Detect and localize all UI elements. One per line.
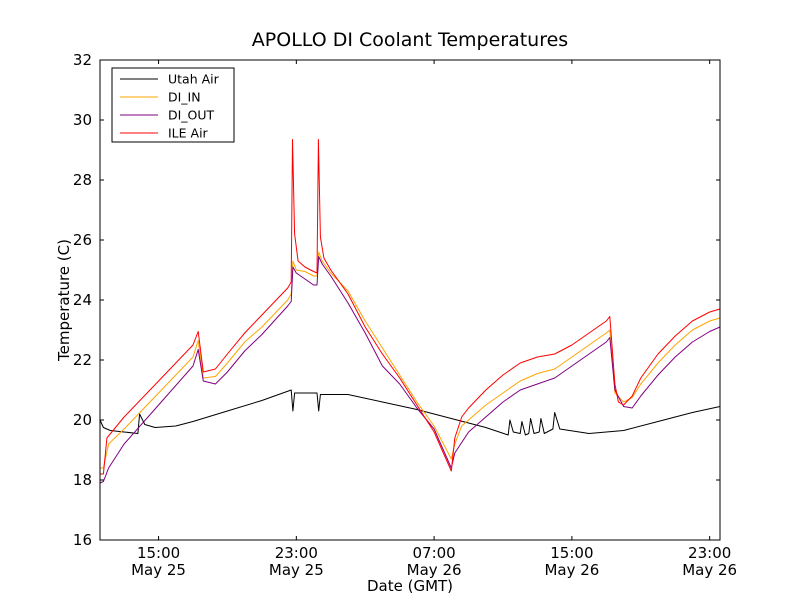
y-tick-label: 22 [73,351,92,369]
y-tick-label: 30 [73,111,92,129]
chart-title: APOLLO DI Coolant Temperatures [252,29,568,51]
y-axis-label: Temperature (C) [55,239,73,362]
y-tick-label: 20 [73,411,92,429]
x-tick-date-label: May 25 [269,561,324,579]
legend-label-di-out: DI_OUT [168,108,215,123]
x-tick-time-label: 15:00 [550,544,593,562]
x-axis-label: Date (GMT) [367,577,453,595]
y-tick-label: 26 [73,231,92,249]
y-tick-label: 16 [73,531,92,549]
x-tick-time-label: 23:00 [688,544,731,562]
series-layer [99,139,721,484]
x-tick-date-label: May 26 [544,561,599,579]
y-tick-label: 18 [73,471,92,489]
series-line-utah-air [99,389,721,436]
x-tick-time-label: 23:00 [275,544,318,562]
legend: Utah Air DI_IN DI_OUT ILE Air [111,67,235,143]
legend-label-ile-air: ILE Air [168,126,209,141]
x-tick-date-label: May 25 [131,561,186,579]
plot-frame [99,59,721,541]
y-tick-label: 32 [73,51,92,69]
legend-label-utah-air: Utah Air [168,72,220,87]
x-tick-time-label: 07:00 [412,544,455,562]
y-tick-label: 28 [73,171,92,189]
x-tick-date-label: May 26 [407,561,462,579]
x-tick-time-label: 15:00 [137,544,180,562]
legend-label-di-in: DI_IN [168,90,201,105]
series-line-ile-air [100,139,721,475]
x-tick-date-label: May 26 [682,561,737,579]
y-tick-label: 24 [73,291,92,309]
legend-box [111,67,235,143]
